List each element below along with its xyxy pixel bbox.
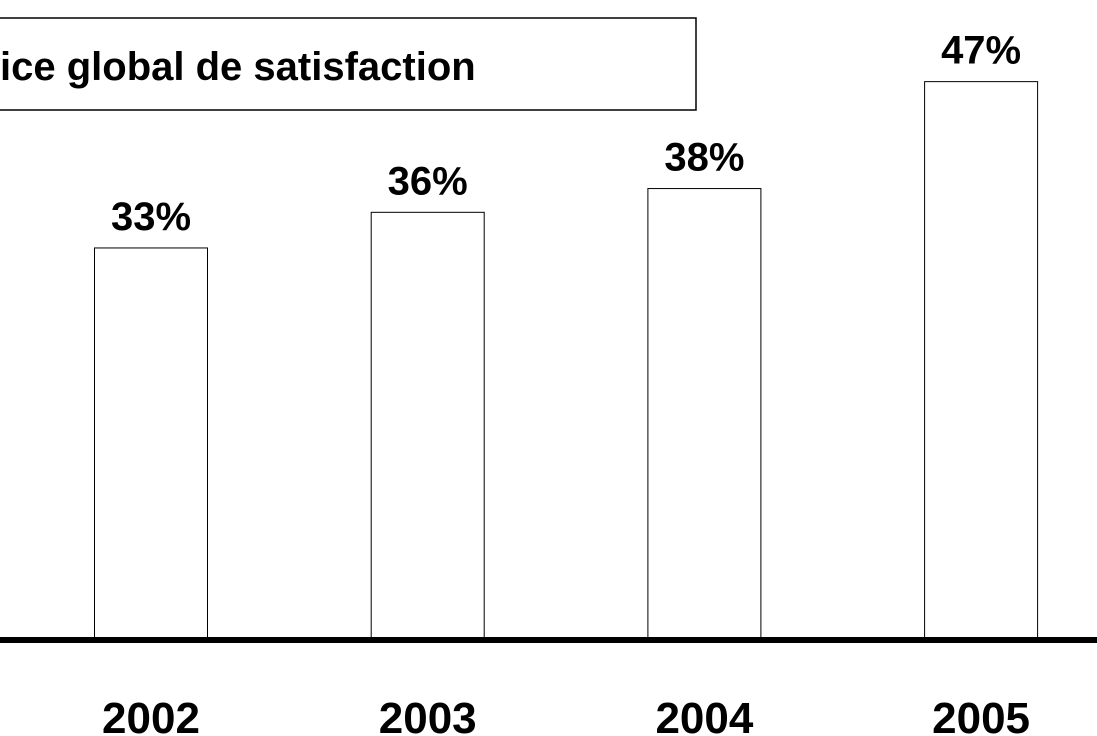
x-tick-label: 2005 bbox=[932, 694, 1030, 736]
value-label: 36% bbox=[388, 159, 468, 203]
baseline bbox=[0, 637, 1097, 643]
value-label: 47% bbox=[941, 29, 1021, 73]
value-label: 38% bbox=[664, 136, 744, 180]
bar bbox=[94, 247, 208, 641]
x-tick-label: 2003 bbox=[379, 694, 477, 736]
bar bbox=[924, 81, 1039, 641]
chart-title: ice global de satisfaction bbox=[0, 45, 476, 89]
bar bbox=[370, 211, 485, 641]
title-box bbox=[0, 17, 697, 111]
x-tick-label: 2004 bbox=[655, 694, 753, 736]
bar bbox=[647, 188, 762, 641]
value-label: 33% bbox=[111, 195, 191, 239]
x-tick-label: 2002 bbox=[102, 694, 200, 736]
